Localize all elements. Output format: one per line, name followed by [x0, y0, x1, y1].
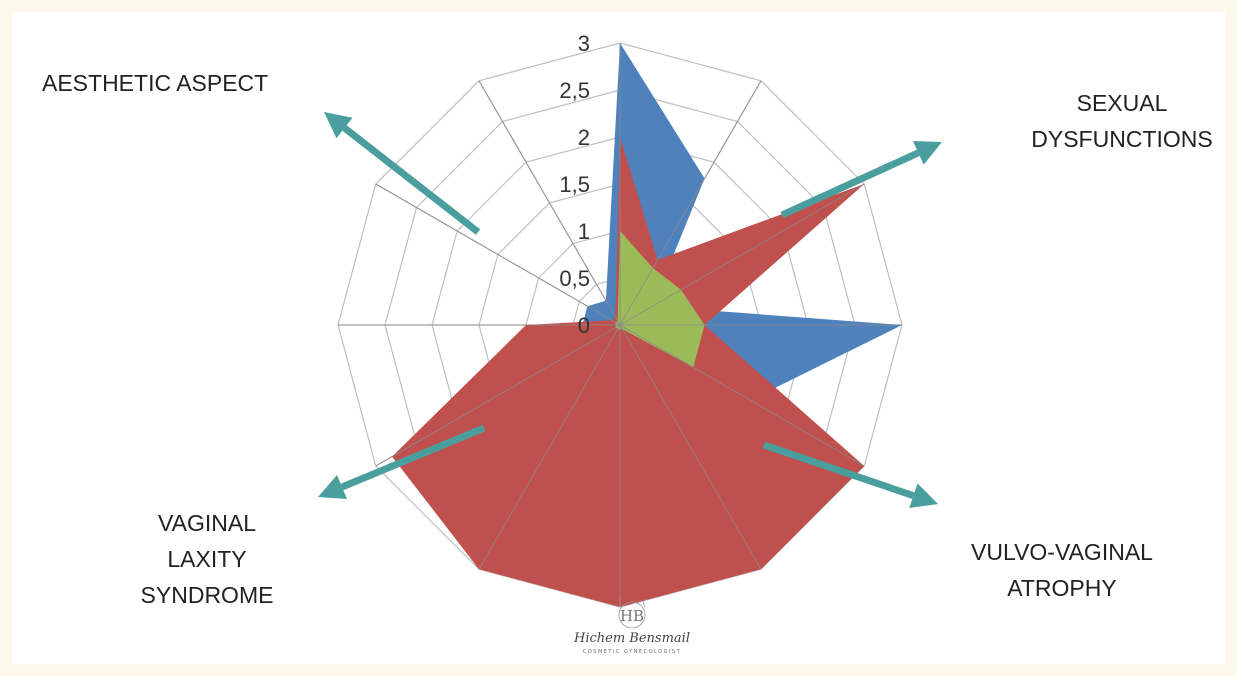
series-spoke [478, 80, 621, 326]
r-tick-label: 0 [578, 313, 590, 338]
annotation-arrow-head [324, 112, 353, 139]
series-spoke [478, 324, 621, 570]
annotation-sexual-dysfunctions: SEXUAL DYSFUNCTIONS [1031, 90, 1213, 152]
radar-chart: 0 0,5 1 1,5 2 2,5 3 [318, 31, 942, 608]
r-tick-label: 0,5 [559, 266, 590, 291]
monogram-icon: HB [618, 598, 646, 629]
annotation-arrow-head [318, 475, 347, 500]
annotation-vulvo-vaginal-atrophy: VULVO-VAGINAL ATROPHY [971, 539, 1153, 601]
annotation-arrow-head [909, 483, 938, 508]
series-spoke [619, 183, 865, 326]
chart-card: 0 0,5 1 1,5 2 2,5 3 AESTHETIC ASPECT SEXUAL DY… [12, 12, 1225, 664]
series-spoke [619, 80, 762, 326]
watermark-logo: HB Hichem Bensmail COSMETIC GYNECOLOGIST [557, 597, 707, 667]
annotation-arrow-head [912, 140, 942, 165]
r-tick-label: 1 [578, 219, 590, 244]
series-spoke [619, 324, 762, 570]
series-spoke [619, 324, 865, 467]
annotation-arrow-shaft [342, 125, 481, 235]
series-spoke [375, 324, 621, 467]
series-spoke [375, 183, 621, 326]
watermark-subtitle: COSMETIC GYNECOLOGIST [582, 649, 682, 655]
annotation-arrow-shaft [340, 424, 486, 491]
monogram-text: HB [620, 607, 644, 625]
r-tick-label: 2 [578, 125, 590, 150]
r-tick-label: 3 [578, 31, 590, 56]
series-area-2 [392, 137, 865, 607]
r-tick-label: 2,5 [559, 78, 590, 103]
annotation-vaginal-laxity-syndrome: VAGINAL LAXITY SYNDROME [140, 510, 274, 608]
annotation-arrow-shaft [762, 441, 915, 499]
series-area-3 [615, 231, 705, 368]
annotation-arrow-shaft [780, 149, 920, 219]
r-tick-label: 1,5 [559, 172, 590, 197]
watermark-signature: Hichem Bensmail [574, 631, 690, 646]
annotation-aesthetic-aspect: AESTHETIC ASPECT [42, 70, 269, 96]
